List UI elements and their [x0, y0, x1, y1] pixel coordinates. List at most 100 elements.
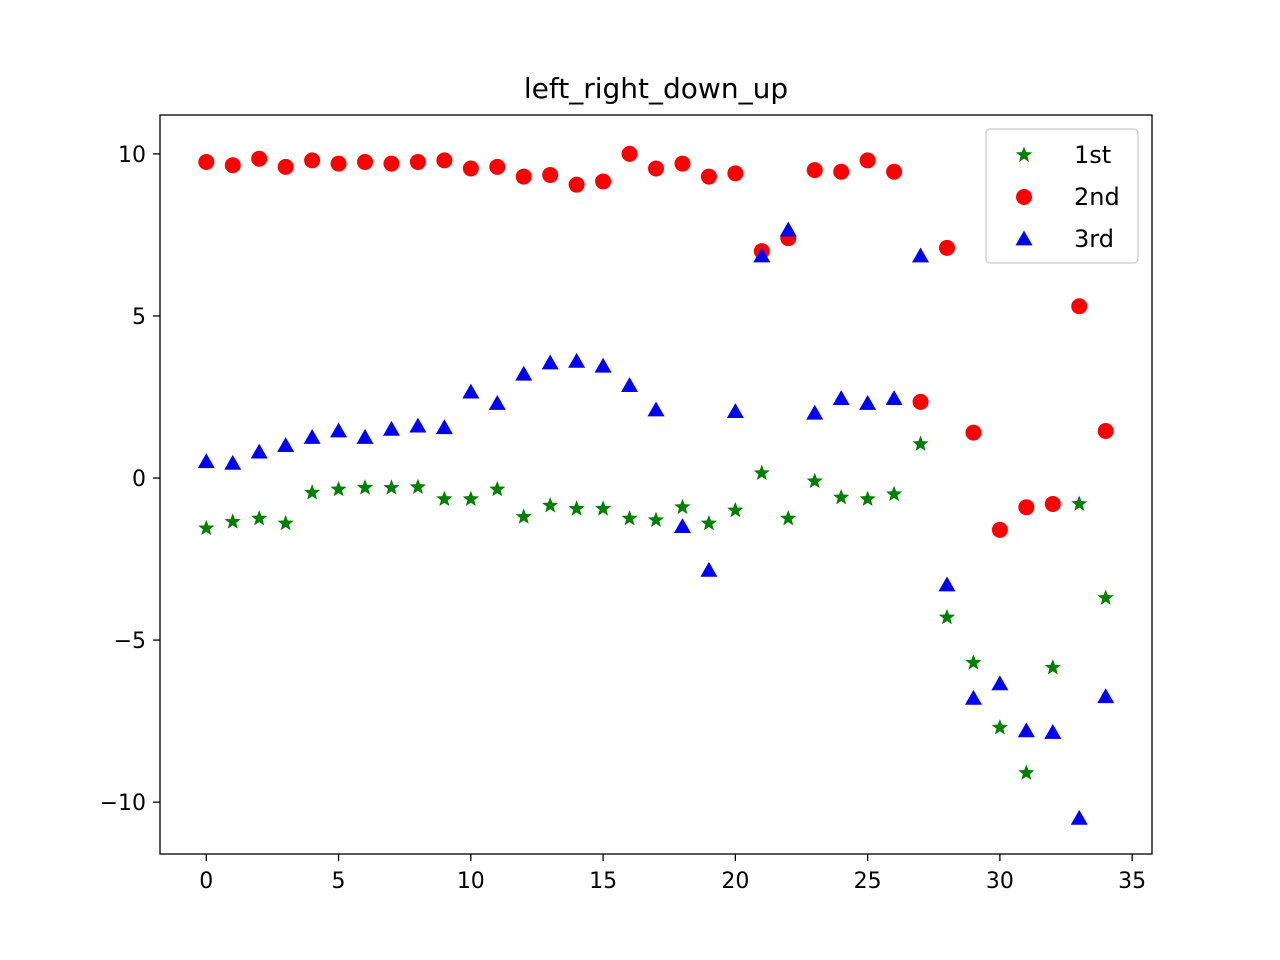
point-2nd-26 [886, 163, 903, 180]
point-2nd-3 [277, 158, 294, 175]
point-2nd-23 [806, 162, 823, 179]
y-axis: −10 −5 0 5 10 [100, 143, 160, 816]
y-tick-label: 5 [132, 305, 146, 330]
point-1st-4 [304, 484, 321, 500]
series-1st [198, 435, 1114, 780]
y-tick-label: 0 [132, 467, 146, 492]
point-1st-25 [859, 490, 876, 506]
point-1st-3 [277, 514, 294, 531]
point-3rd-29 [964, 689, 982, 705]
point-3rd-11 [488, 394, 506, 410]
point-2nd-15 [595, 173, 612, 190]
legend-label-1st: 1st [1074, 141, 1111, 169]
point-1st-1 [224, 513, 241, 529]
point-2nd-11 [489, 158, 506, 175]
x-tick-label: 20 [721, 869, 749, 894]
point-1st-17 [647, 511, 665, 528]
point-3rd-15 [594, 357, 612, 373]
point-3rd-8 [409, 417, 427, 433]
point-2nd-34 [1097, 423, 1114, 440]
point-3rd-4 [303, 429, 321, 444]
point-2nd-32 [1044, 495, 1061, 512]
point-1st-9 [436, 490, 453, 506]
point-1st-34 [1097, 589, 1114, 605]
legend-label-2nd: 2nd [1074, 183, 1120, 211]
point-2nd-16 [621, 145, 638, 162]
point-2nd-2 [251, 150, 268, 167]
axes-frame [159, 114, 1153, 855]
point-3rd-19 [700, 561, 718, 577]
point-2nd-8 [409, 153, 426, 170]
point-2nd-33 [1071, 298, 1088, 315]
x-tick-label: 30 [986, 869, 1014, 894]
point-3rd-27 [912, 247, 930, 263]
x-tick-label: 35 [1118, 869, 1146, 894]
point-2nd-4 [304, 152, 321, 169]
point-1st-2 [251, 510, 268, 526]
point-2nd-5 [330, 155, 347, 172]
legend: 1st 2nd 3rd [985, 128, 1139, 264]
point-3rd-5 [330, 422, 348, 438]
series-3rd [197, 221, 1115, 825]
x-tick-label: 5 [332, 869, 346, 894]
x-tick-label: 15 [589, 869, 617, 894]
point-2nd-31 [1018, 499, 1035, 516]
legend-marker-3rd [1015, 230, 1033, 246]
point-2nd-30 [991, 521, 1008, 538]
point-3rd-22 [779, 221, 797, 237]
point-3rd-12 [515, 365, 533, 381]
point-2nd-18 [674, 155, 691, 172]
point-1st-11 [489, 480, 506, 497]
point-3rd-9 [435, 419, 453, 435]
point-1st-28 [938, 608, 956, 625]
x-axis: 0 5 10 15 20 25 30 35 [199, 854, 1146, 894]
point-3rd-30 [991, 675, 1009, 691]
point-2nd-27 [912, 393, 929, 410]
point-1st-20 [727, 501, 744, 518]
point-2nd-7 [383, 155, 400, 172]
point-3rd-23 [806, 404, 824, 420]
point-2nd-6 [357, 153, 374, 170]
point-1st-16 [621, 510, 638, 526]
point-1st-33 [1071, 495, 1088, 511]
y-tick-label: 10 [118, 143, 146, 168]
point-2nd-14 [568, 176, 585, 193]
point-1st-21 [753, 464, 770, 481]
point-3rd-34 [1097, 688, 1115, 704]
point-1st-26 [886, 485, 903, 502]
point-3rd-20 [726, 403, 744, 418]
point-1st-7 [383, 479, 400, 495]
point-1st-30 [991, 719, 1008, 735]
point-3rd-28 [938, 576, 956, 592]
point-1st-22 [780, 510, 797, 526]
point-2nd-1 [224, 157, 241, 174]
legend-marker-1st [1015, 146, 1033, 162]
point-3rd-17 [647, 401, 665, 417]
point-3rd-14 [568, 352, 586, 368]
point-3rd-7 [382, 420, 400, 436]
point-2nd-25 [859, 152, 876, 169]
point-1st-32 [1044, 659, 1061, 675]
point-1st-18 [674, 498, 691, 515]
point-2nd-24 [833, 163, 850, 180]
point-3rd-21 [753, 247, 771, 263]
point-3rd-33 [1070, 809, 1088, 825]
point-1st-27 [912, 435, 929, 451]
point-3rd-31 [1017, 722, 1035, 738]
point-2nd-28 [938, 239, 955, 256]
point-3rd-18 [673, 518, 691, 534]
point-1st-29 [965, 654, 982, 670]
series-2nd [198, 145, 1114, 538]
point-3rd-16 [621, 377, 639, 393]
point-2nd-19 [700, 168, 717, 185]
point-1st-24 [833, 488, 850, 505]
point-1st-15 [595, 500, 612, 516]
point-2nd-10 [462, 160, 479, 177]
point-3rd-3 [277, 437, 295, 452]
point-2nd-9 [436, 152, 453, 169]
point-1st-19 [700, 514, 717, 531]
point-1st-14 [568, 500, 585, 516]
legend-marker-2nd [1016, 189, 1032, 205]
point-3rd-6 [356, 429, 374, 444]
